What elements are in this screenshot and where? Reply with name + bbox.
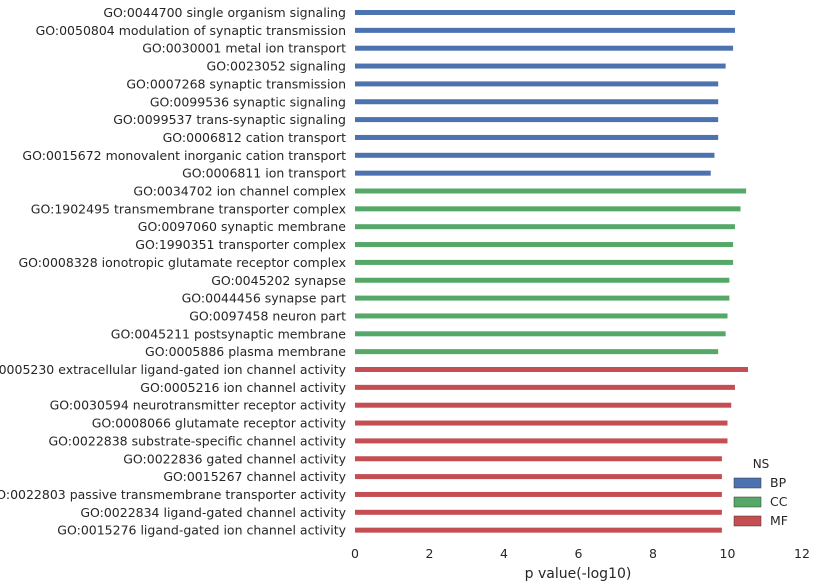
category-label: GO:0005886 plasma membrane [145,344,346,359]
category-label: GO:0050804 modulation of synaptic transm… [36,23,346,38]
legend-label-cc: CC [770,494,788,509]
category-label: GO:0044456 synapse part [182,291,346,306]
bar-mf [355,420,728,426]
category-label: GO:0022838 substrate-specific channel ac… [48,433,346,448]
category-label: GO:0099536 synaptic signaling [150,94,346,109]
x-tick-label: 12 [794,546,810,561]
category-label: GO:0015276 ligand-gated ion channel acti… [57,523,346,538]
bars-layer [355,10,748,533]
category-label: GO:0008328 ionotropic glutamate receptor… [19,255,347,270]
bar-mf [355,509,722,515]
category-label: GO:0022803 passive transmembrane transpo… [0,487,347,502]
bar-bp [355,134,719,140]
legend-swatch-bp [733,477,762,489]
legend-swatch-cc [733,496,762,508]
bar-cc [355,242,734,248]
x-tick-label: 2 [426,546,434,561]
category-label: GO:0015267 channel activity [163,469,346,484]
bar-cc [355,313,728,319]
x-axis-ticks: 0 2 4 6 8 10 12 [351,546,810,561]
category-label: GO:0022836 gated channel activity [123,451,346,466]
category-label: GO:0022834 ligand-gated channel activity [80,505,346,520]
category-label: GO:0008066 glutamate receptor activity [92,416,347,431]
legend-label-mf: MF [770,513,788,528]
bar-cc [355,188,747,194]
category-label: GO:0030594 neurotransmitter receptor act… [50,398,347,413]
category-label: GO:0097060 synaptic membrane [138,219,347,234]
category-label: GO:1990351 transporter complex [135,237,346,252]
bar-mf [355,367,748,372]
category-label: GO:0034702 ion channel complex [133,184,346,199]
x-tick-label: 8 [649,546,657,561]
bar-mf [355,438,728,444]
category-label: GO:0005216 ion channel activity [140,380,346,395]
category-label: GO:0044700 single organism signaling [103,5,346,20]
bar-bp [355,45,734,51]
x-tick-label: 4 [500,546,508,561]
bar-bp [355,170,711,176]
category-labels: GO:0044700 single organism signaling GO:0… [0,5,347,538]
x-tick-label: 10 [720,546,736,561]
bar-cc [355,295,730,301]
bar-mf [355,456,722,462]
category-label: GO:0007268 synaptic transmission [126,76,346,91]
bar-mf [355,474,722,480]
legend: NS BP CC MF [733,457,788,528]
bar-bp [355,81,719,87]
bar-bp [355,152,715,158]
bar-cc [355,224,735,230]
category-label: GO:0015672 monovalent inorganic cation t… [22,148,346,163]
legend-title: NS [753,457,770,471]
bar-cc [355,259,734,265]
category-label: GO:0097458 neuron part [189,308,346,323]
category-label: GO:0005230 extracellular ligand-gated io… [0,362,347,377]
bar-mf [355,402,732,408]
bar-cc [355,331,726,337]
legend-label-bp: BP [770,475,787,490]
category-label: GO:0006811 ion transport [182,166,346,181]
bar-mf [355,491,722,497]
bar-mf [355,527,722,533]
bar-mf [355,384,735,390]
bar-bp [355,10,735,15]
category-label: GO:0045202 synapse [211,273,346,288]
category-label: GO:0006812 cation transport [163,130,346,145]
x-tick-label: 0 [351,546,359,561]
bar-bp [355,99,719,105]
bar-bp [355,27,735,33]
category-label: GO:0045211 postsynaptic membrane [111,326,347,341]
x-tick-label: 6 [575,546,583,561]
bar-cc [355,277,730,283]
legend-swatch-mf [733,515,762,527]
category-label: GO:0023052 signaling [207,59,346,74]
bar-cc [355,206,741,212]
bar-bp [355,63,726,69]
category-label: GO:1902495 transmembrane transporter com… [31,201,346,216]
category-label: GO:0030001 metal ion transport [142,41,346,56]
bar-bp [355,117,719,123]
category-label: GO:0099537 trans-synaptic signaling [113,112,346,127]
bar-cc [355,349,719,355]
x-axis-label: p value(-log10) [525,566,632,582]
